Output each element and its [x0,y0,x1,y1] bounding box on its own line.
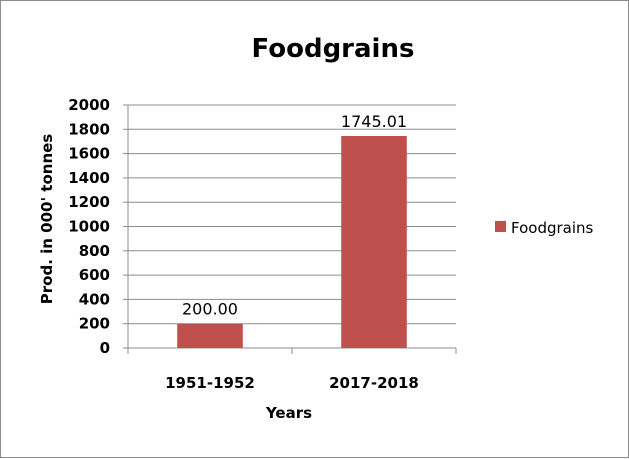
data-labels: 200.00 1745.01 [182,112,407,319]
y-tick-label: 1600 [68,145,110,163]
y-tick-label: 1000 [68,218,110,236]
y-axis: 0 200 400 600 800 1000 1200 1400 1600 1800 2000 [68,96,129,357]
legend-swatch [495,221,506,232]
bar [177,323,243,348]
y-tick-label: 2000 [68,96,110,114]
chart-title: Foodgrains [252,34,415,64]
bar-value-label: 1745.01 [341,112,407,131]
y-tick-label: 1800 [68,120,110,138]
y-tick-label: 1400 [68,169,110,187]
legend-label: Foodgrains [511,219,594,237]
legend: Foodgrains [495,219,594,237]
y-tick-label: 800 [79,242,110,260]
y-tick-label: 400 [79,290,110,308]
y-tick-label: 1200 [68,193,110,211]
bar-series [177,135,407,348]
x-axis: 1951-1952 2017-2018 [127,347,457,392]
y-tick-label: 200 [79,315,110,333]
x-axis-label: Years [265,404,312,422]
bar [341,135,407,348]
x-tick-label: 1951-1952 [165,374,255,392]
x-tick-label: 2017-2018 [329,374,419,392]
y-tick-label: 0 [100,339,110,357]
gridlines [128,104,456,325]
y-tick-label: 600 [79,266,110,284]
bar-value-label: 200.00 [182,300,238,319]
y-axis-label: Prod. in 000' tonnes [38,134,56,305]
